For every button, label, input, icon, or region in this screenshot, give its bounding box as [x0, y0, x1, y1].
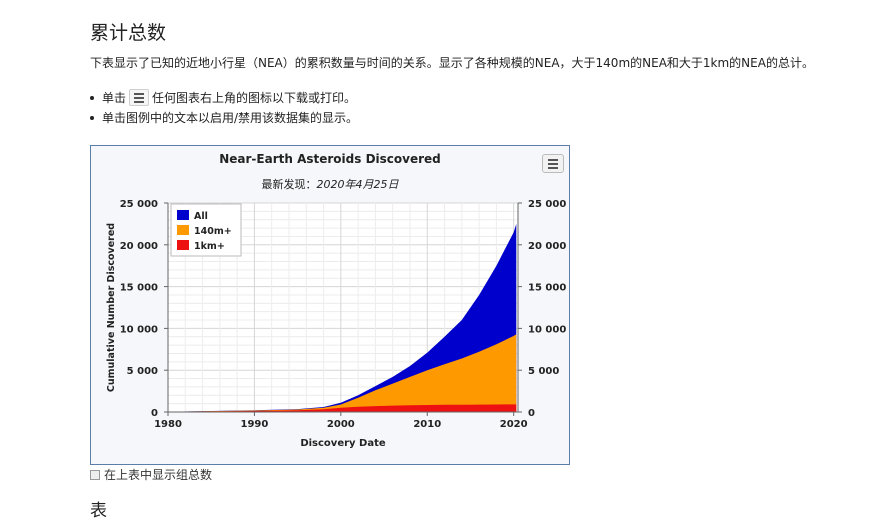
y-tick-label-right: 0	[528, 408, 535, 419]
x-tick-label: 1990	[240, 419, 268, 430]
chart-plot: 25 000 20 000 15 000 10 000 5 000 0 25 000 20 0…	[106, 199, 566, 449]
legend-label: 140m+	[194, 226, 232, 237]
y-tick-label-left: 10 000	[120, 324, 158, 335]
area-series-140m	[168, 334, 517, 412]
y-tick-label-right: 15 000	[528, 283, 566, 294]
chart-subtitle: 最新发现：2020年4月25日	[91, 176, 569, 192]
y-tick-label-left: 15 000	[120, 283, 158, 294]
instruction-list: 单击 任何图表右上角的图标以下载或打印。 单击图例中的文本以启用/禁用该数据集的显…	[88, 88, 358, 128]
y-tick-label-left: 0	[151, 408, 158, 419]
group-totals-checkbox[interactable]	[90, 469, 100, 480]
chart-subtitle-date: 2020年4月25日	[316, 178, 399, 191]
y-tick-label-right: 20 000	[528, 241, 566, 252]
area-series-1km	[168, 404, 517, 412]
instruction-text-before: 单击	[102, 91, 127, 105]
y-tick-label-right: 25 000	[528, 199, 566, 210]
x-tick-label: 2010	[413, 419, 441, 430]
y-tick-label-left: 20 000	[120, 241, 158, 252]
group-totals-option[interactable]: 在上表中显示组总数	[90, 466, 212, 483]
chart-container: Near-Earth Asteroids Discovered 最新发现：202…	[90, 145, 570, 465]
instruction-text-legend: 单击图例中的文本以启用/禁用该数据集的显示。	[102, 111, 359, 125]
table-section-heading: 表	[90, 501, 107, 521]
menu-icon	[129, 89, 150, 106]
group-totals-label: 在上表中显示组总数	[104, 468, 213, 482]
chart-export-menu-button[interactable]	[542, 154, 564, 173]
chart-subtitle-label: 最新发现：	[261, 178, 317, 191]
y-tick-label-right: 5 000	[528, 366, 559, 377]
y-tick-label-left: 25 000	[120, 199, 158, 210]
x-tick-label: 1980	[154, 419, 182, 430]
page-title: 累计总数	[90, 22, 167, 44]
instruction-text-after: 任何图表右上角的图标以下载或打印。	[152, 91, 357, 105]
legend-swatch	[177, 240, 189, 250]
x-tick-label: 2020	[500, 419, 528, 430]
x-axis-label: Discovery Date	[300, 438, 386, 449]
y-tick-label-right: 10 000	[528, 324, 566, 335]
chart-title: Near-Earth Asteroids Discovered	[219, 152, 441, 166]
instruction-item-download: 单击 任何图表右上角的图标以下载或打印。	[88, 88, 358, 108]
instruction-item-legend: 单击图例中的文本以启用/禁用该数据集的显示。	[88, 108, 358, 128]
y-axis-label: Cumulative Number Discovered	[106, 223, 117, 392]
page-description: 下表显示了已知的近地小行星（NEA）的累积数量与时间的关系。显示了各种规模的NE…	[90, 56, 814, 70]
legend-label: 1km+	[194, 241, 225, 252]
area-series-all	[168, 223, 517, 412]
legend-swatch	[177, 225, 189, 235]
legend-swatch	[177, 210, 189, 220]
legend-label: All	[194, 211, 208, 222]
y-tick-label-left: 5 000	[127, 366, 158, 377]
x-tick-label: 2000	[327, 419, 355, 430]
